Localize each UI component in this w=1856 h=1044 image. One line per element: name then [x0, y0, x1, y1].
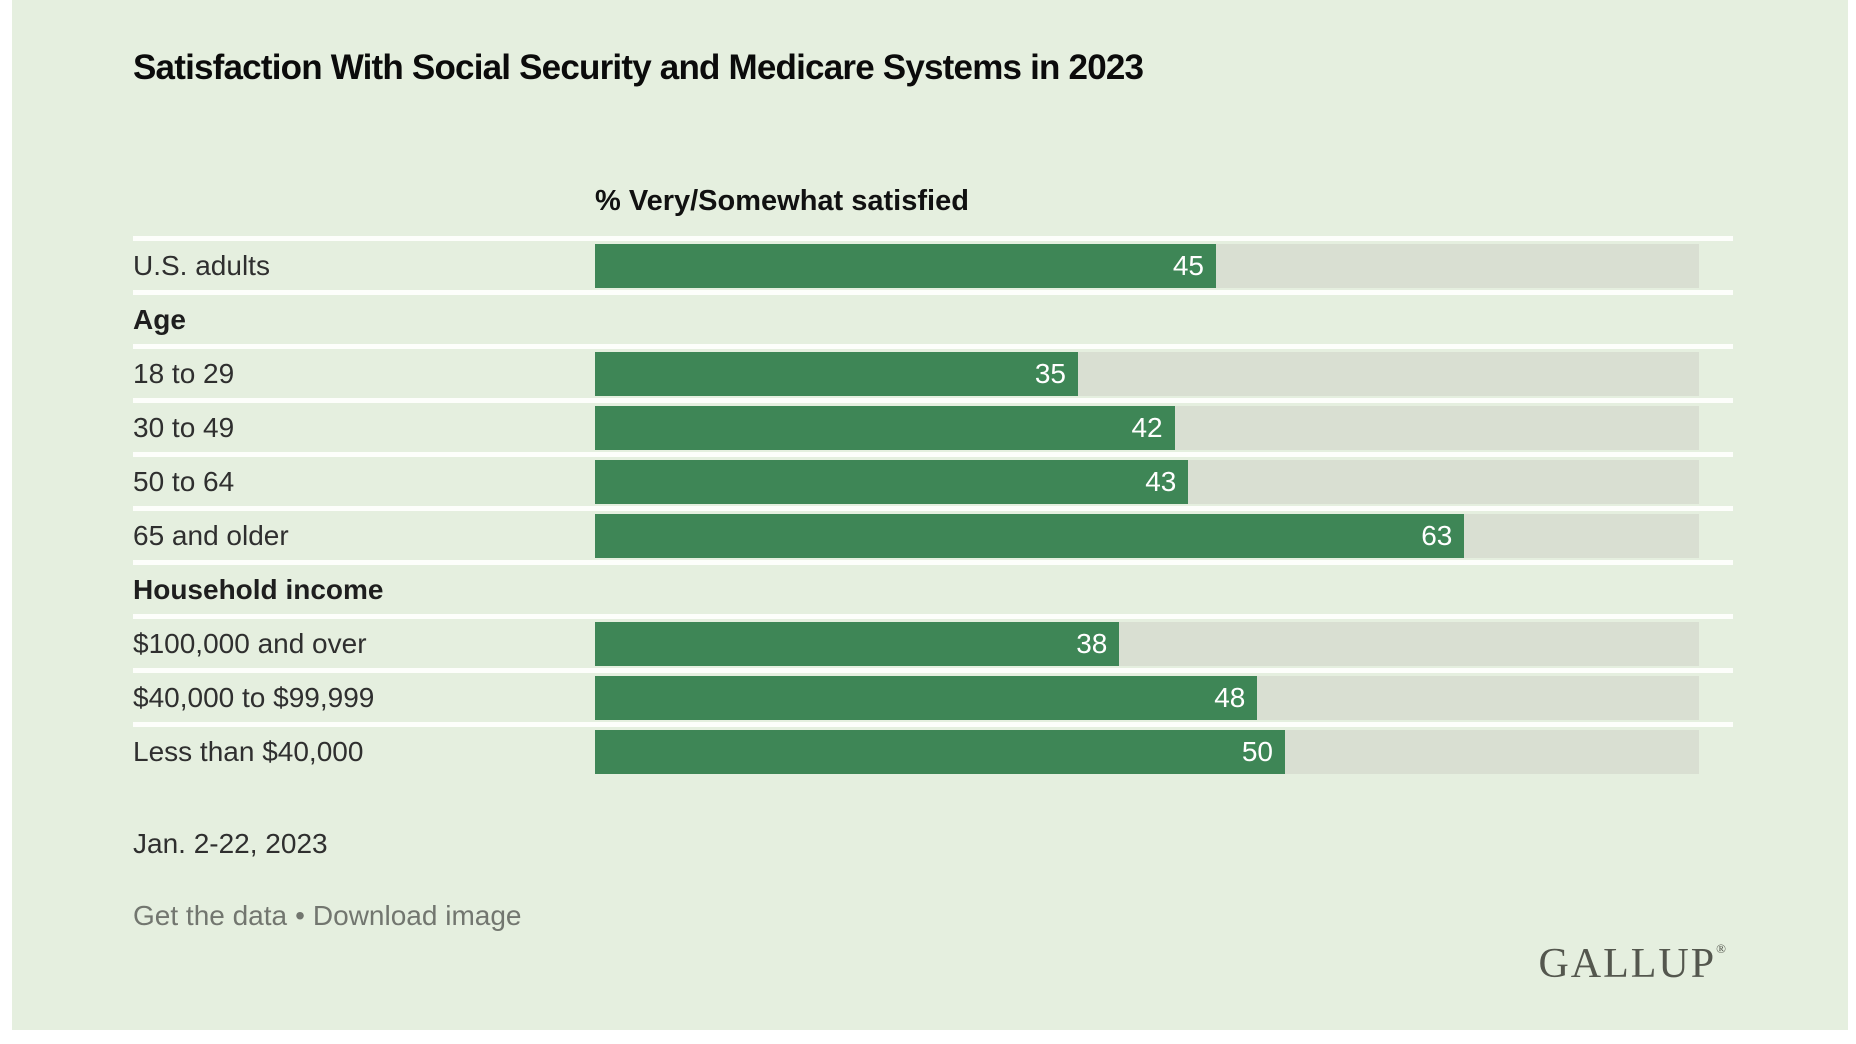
bar-fill: 50 [595, 729, 1285, 774]
bar-fill: 45 [595, 243, 1216, 288]
bar-fill: 38 [595, 621, 1120, 666]
chart-row: U.S. adults 45 [133, 236, 1733, 290]
chart-title: Satisfaction With Social Security and Me… [133, 48, 1144, 87]
chart-row: $100,000 and over 38 [133, 614, 1733, 668]
chart-rows: U.S. adults 45 Age 18 to 29 35 30 to 49 [133, 236, 1733, 776]
bar-value-label: 35 [1034, 357, 1066, 389]
bar-track: 63 [595, 513, 1699, 558]
chart-row: Less than $40,000 50 [133, 722, 1733, 776]
chart-row: 50 to 64 43 [133, 452, 1733, 506]
footer-links: Get the data • Download image [133, 900, 1733, 932]
bar-area: 50 [595, 729, 1733, 774]
section-label: Age [133, 303, 186, 335]
bar-value-label: 63 [1421, 519, 1453, 551]
bar-area: 48 [595, 675, 1733, 720]
chart-card: Satisfaction With Social Security and Me… [12, 0, 1848, 1030]
bar-fill: 42 [595, 405, 1175, 450]
bar-track: 35 [595, 351, 1699, 396]
bar-area: 45 [595, 243, 1733, 288]
bar-fill: 48 [595, 675, 1258, 720]
survey-date: Jan. 2-22, 2023 [133, 828, 328, 859]
bar-chart: % Very/Somewhat satisfied U.S. adults 45… [133, 184, 1733, 776]
bar-fill: 35 [595, 351, 1078, 396]
bar-area: 63 [595, 513, 1733, 558]
chart-row: 18 to 29 35 [133, 344, 1733, 398]
download-image-link[interactable]: Download image [312, 900, 522, 931]
bar-track: 48 [595, 675, 1699, 720]
bar-value-label: 45 [1172, 249, 1204, 281]
section-header-row: Age [133, 290, 1733, 344]
bar-track: 42 [595, 405, 1699, 450]
chart-row: $40,000 to $99,999 48 [133, 668, 1733, 722]
category-label: 50 to 64 [133, 465, 235, 497]
category-label: Less than $40,000 [133, 735, 364, 767]
bar-value-label: 50 [1241, 735, 1273, 767]
bar-track: 45 [595, 243, 1699, 288]
link-separator: • [295, 900, 305, 931]
bar-value-label: 43 [1145, 465, 1177, 497]
bar-fill: 63 [595, 513, 1465, 558]
bar-area: 43 [595, 459, 1733, 504]
get-the-data-link[interactable]: Get the data [133, 900, 288, 931]
category-label: $40,000 to $99,999 [133, 681, 375, 713]
category-label: $100,000 and over [133, 627, 367, 659]
bar-track: 38 [595, 621, 1699, 666]
bar-area: 42 [595, 405, 1733, 450]
bar-area: 35 [595, 351, 1733, 396]
bar-track: 43 [595, 459, 1699, 504]
category-label: 30 to 49 [133, 411, 235, 443]
bar-value-label: 42 [1131, 411, 1163, 443]
bar-area: 38 [595, 621, 1733, 666]
bar-value-label: 48 [1214, 681, 1246, 713]
section-label: Household income [133, 573, 384, 605]
category-label: 65 and older [133, 519, 289, 551]
gallup-logo: GALLUP® [1538, 940, 1726, 988]
category-label: U.S. adults [133, 249, 270, 281]
section-header-row: Household income [133, 560, 1733, 614]
bar-value-label: 38 [1076, 627, 1108, 659]
bar-fill: 43 [595, 459, 1189, 504]
chart-row: 65 and older 63 [133, 506, 1733, 560]
gallup-logo-text: GALLUP [1538, 941, 1717, 987]
chart-row: 30 to 49 42 [133, 398, 1733, 452]
category-label: 18 to 29 [133, 357, 235, 389]
chart-subtitle: % Very/Somewhat satisfied [595, 185, 969, 217]
bar-track: 50 [595, 729, 1699, 774]
registered-trademark-icon: ® [1716, 941, 1726, 956]
